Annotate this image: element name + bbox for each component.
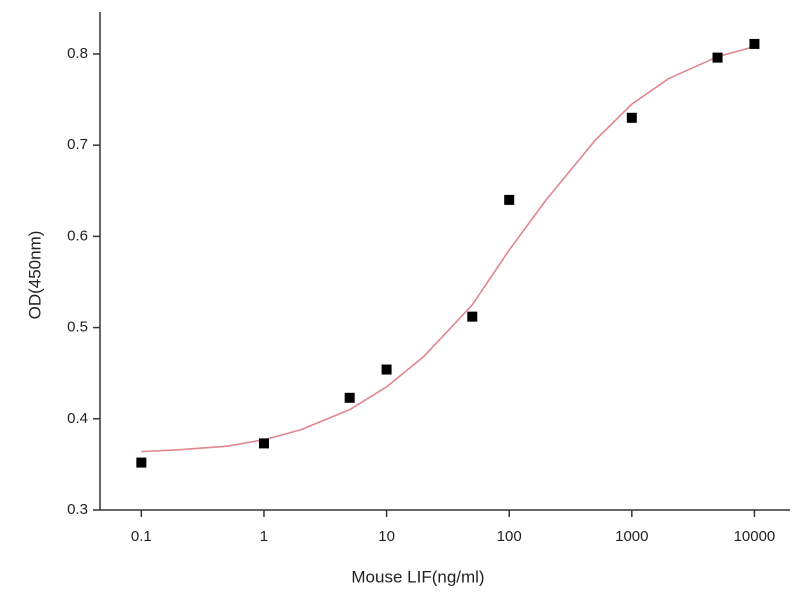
data-point	[344, 392, 355, 403]
y-axis-title: OD(450nm)	[25, 231, 44, 320]
y-tick-label: 0.6	[67, 227, 88, 244]
data-point	[712, 52, 723, 63]
y-tick-label: 0.7	[67, 136, 88, 153]
y-tick-label: 0.5	[67, 319, 88, 336]
data-point	[626, 112, 637, 123]
x-tick-label: 0.1	[131, 528, 152, 545]
data-point	[504, 194, 515, 205]
y-tick-label: 0.8	[67, 45, 88, 62]
y-tick-label: 0.4	[67, 410, 88, 427]
x-tick-label: 10000	[734, 528, 776, 545]
x-axis-title: Mouse LIF(ng/ml)	[351, 567, 484, 586]
y-tick-label: 0.3	[67, 501, 88, 518]
data-point	[136, 457, 147, 468]
x-tick-label: 10	[378, 528, 395, 545]
data-point	[749, 38, 760, 49]
fit-curve	[141, 45, 755, 453]
x-tick-label: 1000	[615, 528, 648, 545]
x-tick-label: 100	[497, 528, 522, 545]
data-point	[467, 311, 478, 322]
x-tick-label: 1	[260, 528, 268, 545]
data-point	[258, 438, 269, 449]
data-point	[381, 364, 392, 375]
